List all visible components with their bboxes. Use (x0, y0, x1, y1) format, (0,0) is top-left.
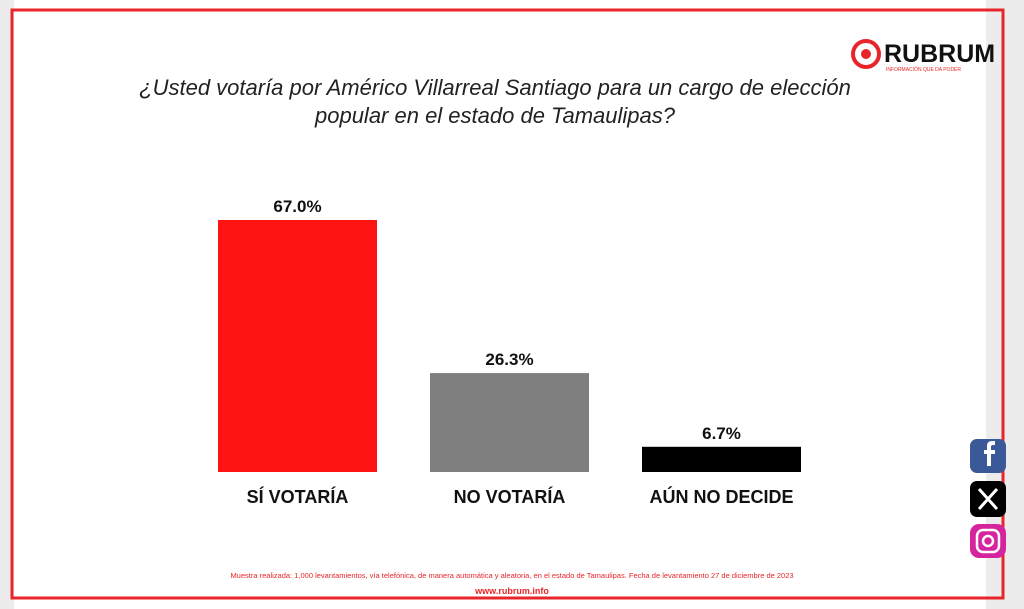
frame (10, 8, 1005, 600)
logo-icon-dot (861, 49, 871, 59)
category-label: SÍ VOTARÍA (247, 486, 349, 507)
facebook-glyph (984, 441, 995, 466)
bar (642, 446, 801, 472)
footer-note: Muestra realizada: 1,000 levantamientos,… (230, 571, 793, 580)
bar (218, 220, 377, 472)
category-label: NO VOTARÍA (454, 486, 566, 507)
brand-name: RUBRUM (884, 40, 995, 68)
category-label: AÚN NO DECIDE (649, 486, 793, 507)
instagram-glyph (975, 528, 1001, 554)
value-label: 67.0% (273, 197, 321, 216)
social-icons (970, 439, 1006, 558)
brand-tagline: INFORMACIÓN QUE DA PODER (886, 66, 961, 73)
footer-website: www.rubrum.info (474, 586, 549, 596)
card (14, 0, 986, 609)
value-label: 26.3% (485, 350, 533, 369)
bar (430, 373, 589, 472)
chart-title: ¿Usted votaría por Américo Villarreal Sa… (139, 75, 851, 128)
value-label: 6.7% (702, 424, 741, 443)
logo-icon (851, 39, 881, 69)
instagram-lens (981, 534, 995, 548)
x-glyph (977, 487, 999, 511)
